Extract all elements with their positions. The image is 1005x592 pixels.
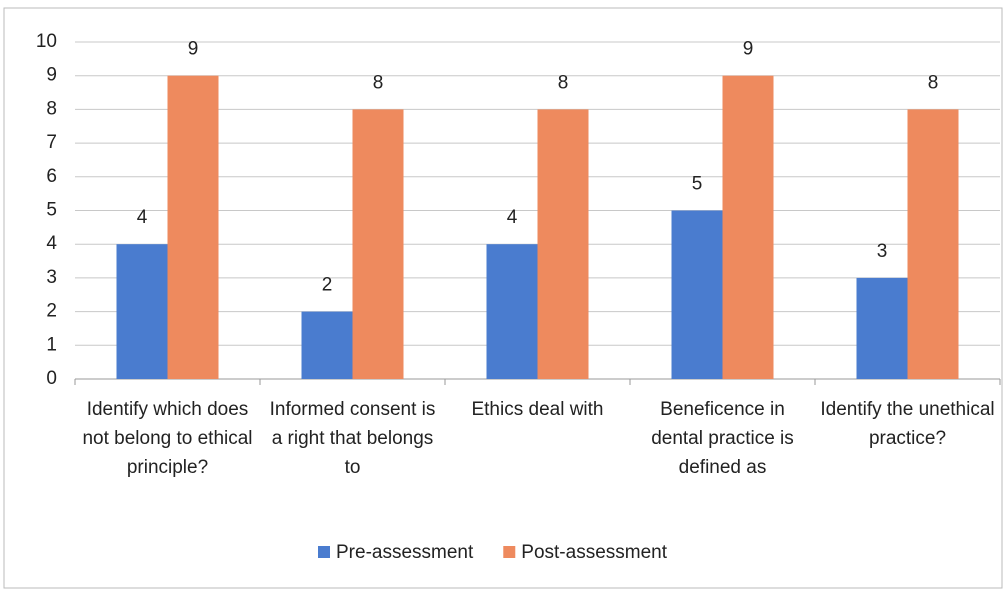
y-tick-label: 8 bbox=[46, 98, 57, 119]
x-tick-label: Identify which does not belong to ethica… bbox=[82, 399, 253, 478]
x-tick-label: Informed consent is a right that belongs… bbox=[269, 399, 436, 478]
y-tick-label: 7 bbox=[46, 132, 57, 153]
y-tick-label: 6 bbox=[46, 166, 57, 187]
y-tick-label: 3 bbox=[46, 267, 57, 288]
data-label: 4 bbox=[137, 207, 148, 228]
data-label: 4 bbox=[507, 207, 518, 228]
bar bbox=[352, 109, 404, 380]
y-tick-label: 2 bbox=[46, 301, 57, 322]
chart-border bbox=[3, 7, 1003, 589]
legend-label: Post-assessment bbox=[521, 542, 667, 563]
y-tick-label: 5 bbox=[46, 200, 57, 221]
data-label: 9 bbox=[188, 39, 199, 60]
bar bbox=[856, 277, 908, 379]
legend-swatch bbox=[503, 546, 516, 558]
bar bbox=[671, 210, 723, 379]
data-label: 2 bbox=[322, 275, 333, 296]
data-label: 3 bbox=[877, 241, 888, 262]
y-tick-label: 9 bbox=[46, 65, 57, 86]
bar bbox=[301, 311, 353, 379]
data-label: 8 bbox=[373, 72, 384, 93]
data-label: 9 bbox=[743, 39, 754, 60]
bar bbox=[486, 244, 538, 379]
x-tick-label: Beneficence in dental practice is define… bbox=[651, 399, 794, 478]
legend-swatch bbox=[318, 546, 330, 558]
y-tick-label: 4 bbox=[46, 233, 57, 254]
y-tick-label: 1 bbox=[46, 334, 57, 355]
legend-label: Pre-assessment bbox=[336, 542, 474, 563]
bar bbox=[116, 244, 168, 379]
bar bbox=[907, 109, 959, 380]
x-tick-label: Ethics deal with bbox=[471, 399, 604, 420]
data-label: 8 bbox=[558, 72, 569, 93]
data-label: 5 bbox=[692, 174, 703, 195]
y-tick-label: 0 bbox=[46, 368, 57, 389]
bar bbox=[722, 75, 774, 379]
bar bbox=[537, 109, 589, 380]
y-tick-label: 10 bbox=[36, 31, 57, 52]
x-tick-label: Identify the unethical practice? bbox=[820, 399, 995, 449]
bar bbox=[167, 75, 219, 379]
data-label: 8 bbox=[928, 72, 939, 93]
